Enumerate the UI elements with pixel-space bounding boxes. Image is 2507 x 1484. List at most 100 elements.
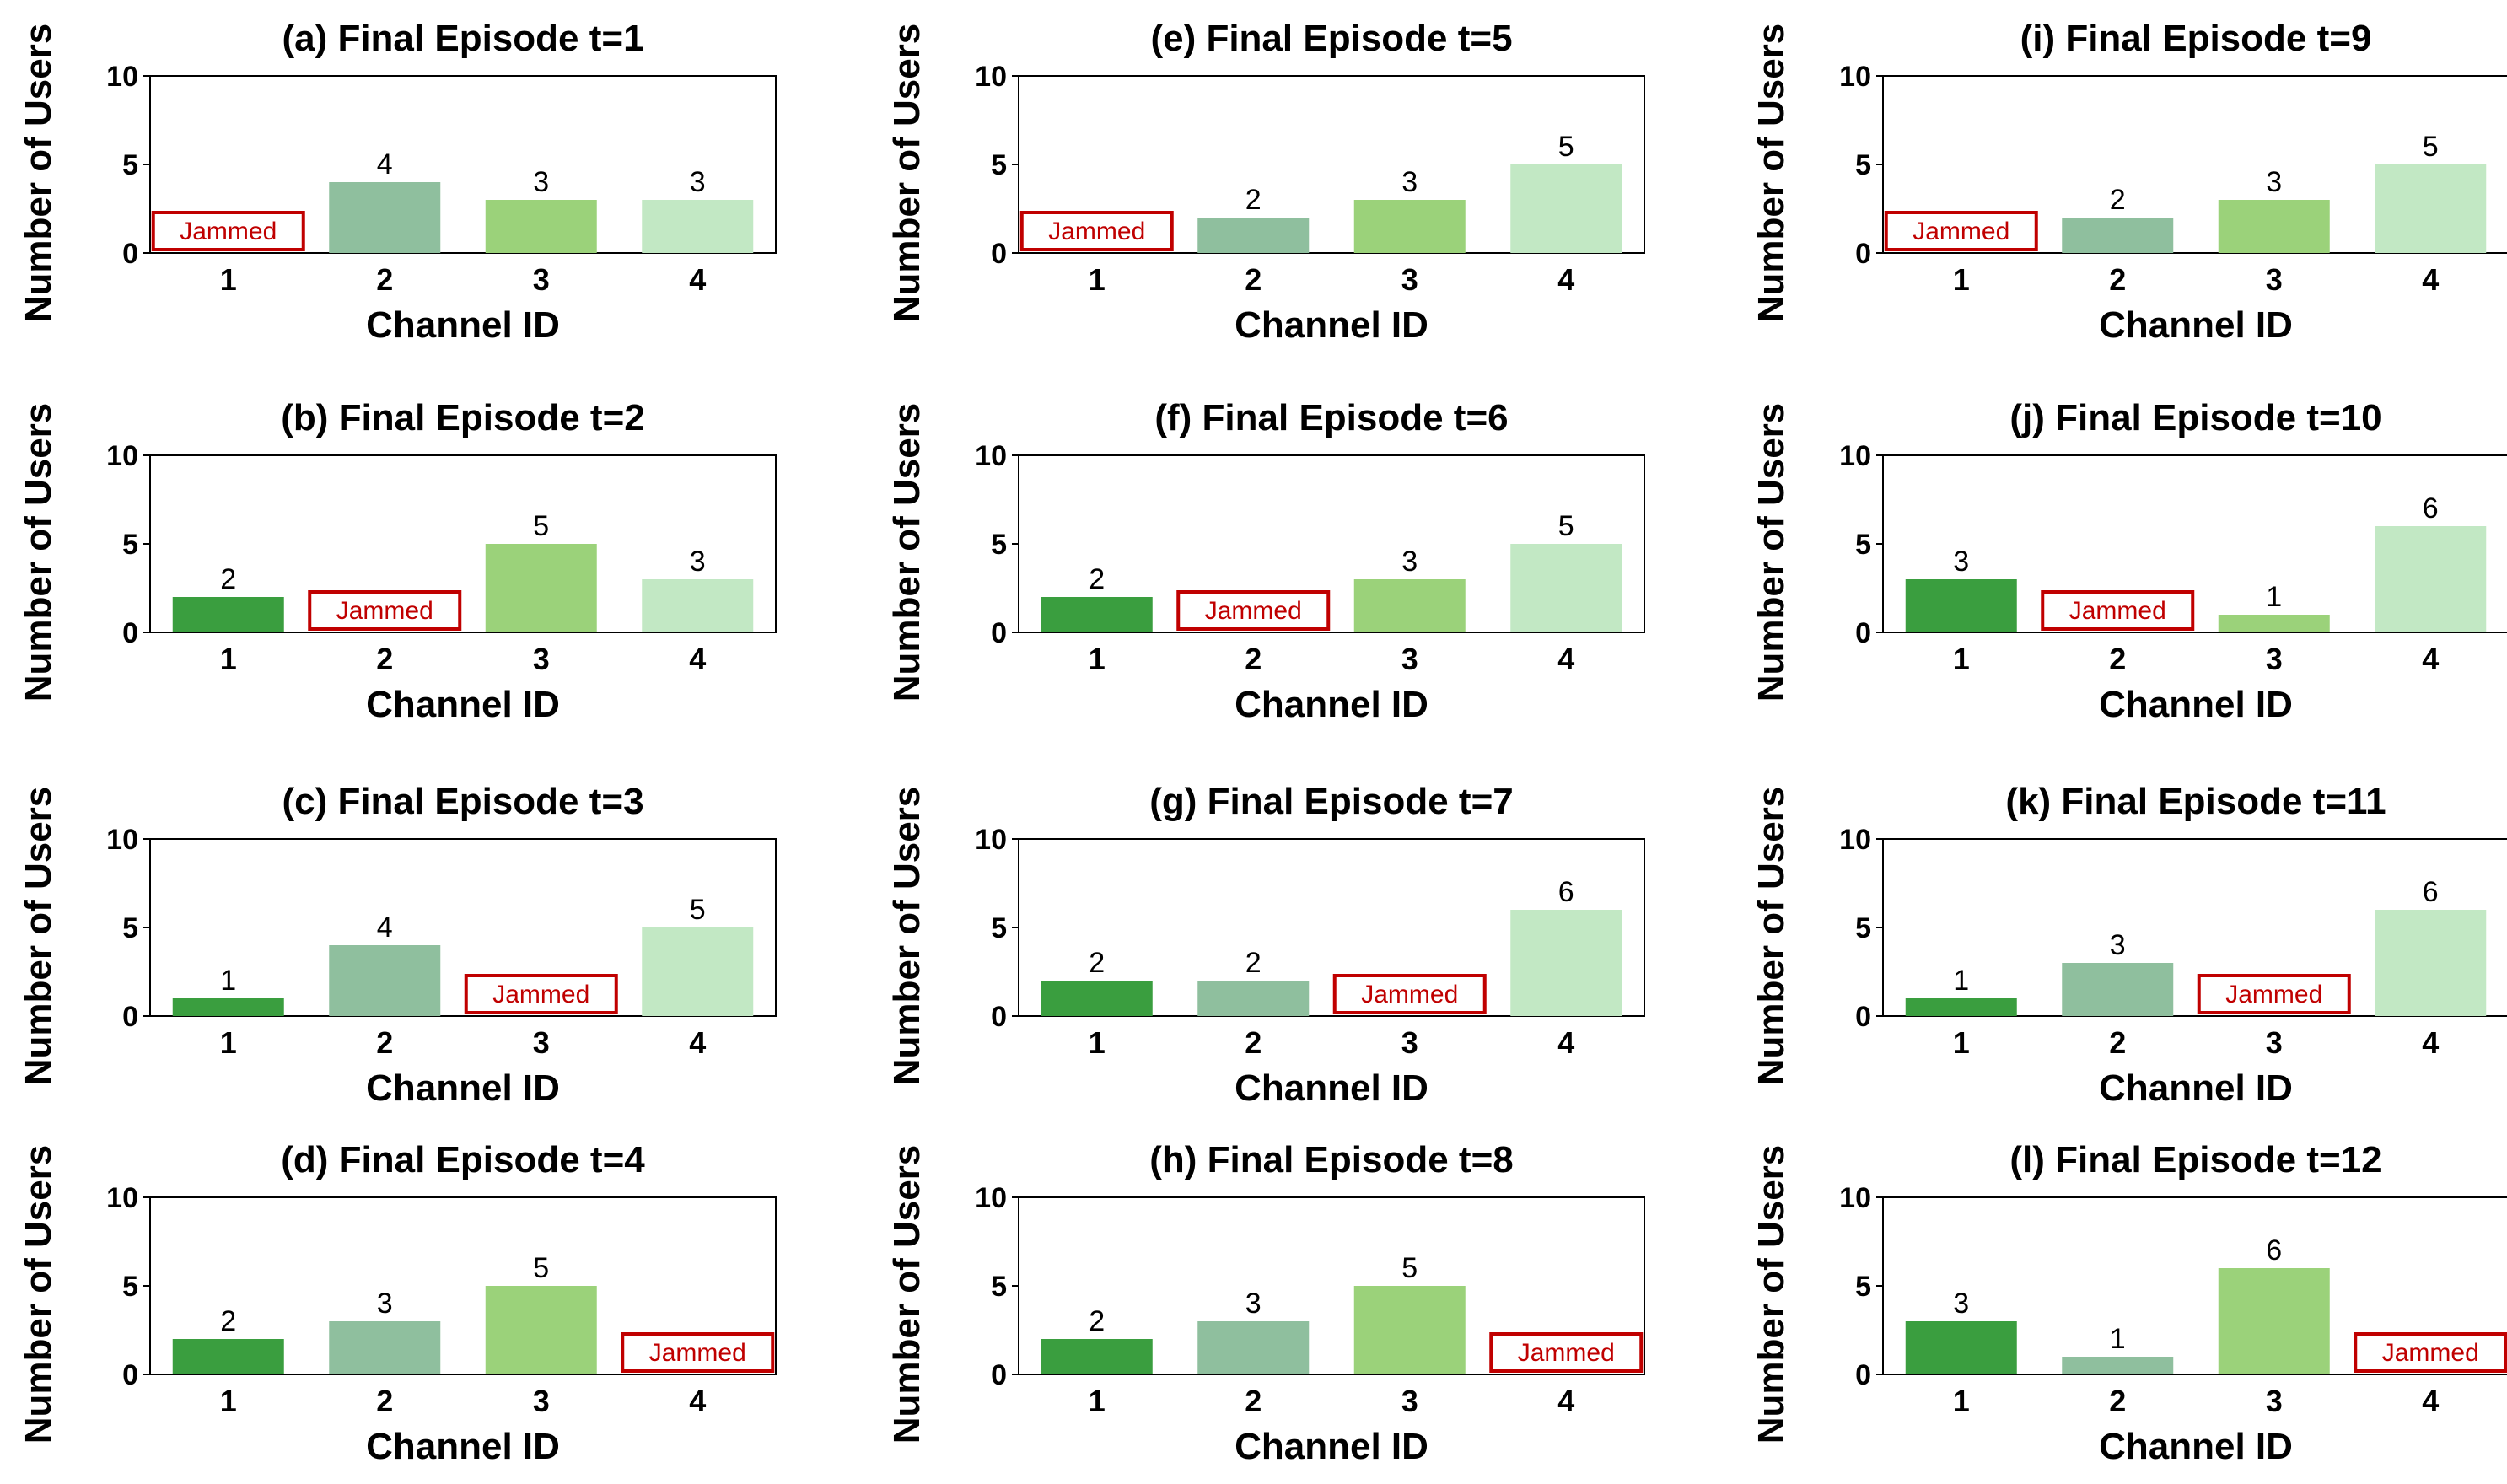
data-label: 1 (1953, 965, 1969, 997)
x-tick-label: 2 (2109, 1384, 2126, 1418)
x-tick-label: 1 (1953, 1025, 1970, 1060)
jammed-box (1489, 1332, 1644, 1373)
x-tick-label: 4 (689, 642, 706, 676)
data-label: 2 (1245, 184, 1262, 216)
jammed-box (621, 1332, 775, 1373)
jammed-box (308, 590, 462, 631)
jammed-label: Jammed (1048, 218, 1145, 245)
data-label: 5 (2423, 131, 2439, 163)
chart-panel-j: (j) Final Episode t=10 Number of Users 0 5 1… (1733, 379, 2507, 742)
bar-channel-1 (1041, 1339, 1153, 1374)
bar-chart-g: (g) Final Episode t=7 Number of Users 0 5 10… (886, 781, 1645, 1109)
data-label: 5 (1558, 131, 1574, 163)
chart-title: (f) Final Episode t=6 (1154, 397, 1508, 438)
y-tick-label: 0 (991, 1359, 1007, 1391)
y-tick-label: 5 (1855, 912, 1871, 944)
data-label: 5 (1401, 1252, 1418, 1284)
chart-title: (b) Final Episode t=2 (281, 397, 645, 438)
data-label: 6 (1558, 876, 1574, 908)
bar-channel-3 (485, 200, 597, 253)
bar-channel-1 (172, 998, 284, 1016)
chart-title: (e) Final Episode t=5 (1150, 18, 1512, 59)
bar-chart-l: (l) Final Episode t=12 Number of Users 0 5 1… (1751, 1139, 2507, 1467)
x-tick-label: 4 (1557, 1384, 1574, 1418)
y-tick-label: 5 (122, 1271, 138, 1303)
jammed-label: Jammed (2225, 981, 2322, 1008)
y-tick-label: 5 (1855, 529, 1871, 561)
x-axis-label: Channel ID (2099, 684, 2293, 725)
x-tick-label: 3 (2266, 642, 2283, 676)
x-tick-label: 4 (2422, 1025, 2439, 1060)
y-axis-label: Number of Users (886, 787, 928, 1086)
x-axis-label: Channel ID (2099, 304, 2293, 346)
chart-title: (i) Final Episode t=9 (2020, 18, 2372, 59)
y-tick-label: 10 (106, 61, 138, 93)
data-label: 2 (1089, 947, 1105, 979)
y-axis-label: Number of Users (886, 24, 928, 323)
chart-panel-e: (e) Final Episode t=5 Number of Users 0 5 10… (869, 0, 1712, 363)
chart-panel-l: (l) Final Episode t=12 Number of Users 0 5 1… (1733, 1121, 2507, 1484)
y-tick-label: 10 (1839, 440, 1871, 472)
data-label: 2 (1245, 947, 1262, 979)
y-tick-label: 10 (106, 824, 138, 856)
x-axis-label: Channel ID (366, 1426, 560, 1467)
jammed-box (151, 211, 305, 251)
x-tick-label: 1 (1953, 642, 1970, 676)
bar-chart-h: (h) Final Episode t=8 Number of Users 0 5 10… (886, 1139, 1645, 1467)
jammed-label: Jammed (492, 981, 589, 1008)
jammed-label: Jammed (1361, 981, 1458, 1008)
y-axis-label: Number of Users (1751, 403, 1792, 702)
chart-title: (k) Final Episode t=11 (2005, 781, 2386, 822)
x-tick-label: 1 (220, 262, 237, 297)
x-tick-label: 2 (1245, 642, 1262, 676)
bar-channel-1 (1041, 981, 1153, 1016)
jammed-label: Jammed (1205, 597, 1302, 625)
x-tick-label: 2 (2109, 642, 2126, 676)
bar-channel-2 (329, 182, 441, 253)
jammed-label: Jammed (336, 597, 433, 625)
bar-chart-a: (a) Final Episode t=1 Number of Users 0 5 10… (18, 18, 777, 346)
chart-title: (a) Final Episode t=1 (282, 18, 643, 59)
x-tick-label: 2 (376, 262, 393, 297)
y-axis-label: Number of Users (18, 403, 59, 702)
bar-channel-2 (2062, 218, 2174, 253)
y-tick-label: 10 (106, 440, 138, 472)
x-tick-label: 4 (689, 262, 706, 297)
y-tick-label: 0 (991, 617, 1007, 649)
bar-chart-c: (c) Final Episode t=3 Number of Users 0 5 10… (18, 781, 777, 1109)
x-tick-label: 2 (376, 1025, 393, 1060)
chart-title: (h) Final Episode t=8 (1149, 1139, 1514, 1180)
y-tick-label: 10 (1839, 61, 1871, 93)
bar-channel-4 (1510, 544, 1622, 632)
bar-channel-3 (2218, 615, 2330, 632)
x-tick-label: 3 (533, 1025, 550, 1060)
x-tick-label: 4 (689, 1025, 706, 1060)
bar-chart-j: (j) Final Episode t=10 Number of Users 0 5 1… (1751, 397, 2507, 725)
x-tick-label: 4 (2422, 642, 2439, 676)
data-label: 2 (1089, 563, 1105, 595)
data-label: 1 (220, 965, 236, 997)
x-tick-label: 4 (2422, 1384, 2439, 1418)
x-tick-label: 3 (1401, 642, 1418, 676)
jammed-label: Jammed (649, 1339, 746, 1367)
data-label: 4 (377, 911, 393, 944)
x-tick-label: 2 (1245, 262, 1262, 297)
x-tick-label: 1 (220, 1384, 237, 1418)
y-tick-label: 0 (122, 1001, 138, 1033)
data-label: 3 (2266, 166, 2282, 198)
x-tick-label: 2 (2109, 1025, 2126, 1060)
jammed-box (1019, 211, 1174, 251)
bar-channel-2 (329, 945, 441, 1016)
bar-channel-3 (485, 1286, 597, 1374)
bar-channel-2 (1197, 981, 1310, 1016)
x-tick-label: 1 (1953, 262, 1970, 297)
jammed-label: Jammed (2069, 597, 2166, 625)
x-tick-label: 4 (1557, 262, 1574, 297)
y-tick-label: 10 (975, 440, 1007, 472)
y-tick-label: 0 (1855, 1001, 1871, 1033)
y-tick-label: 0 (991, 238, 1007, 270)
y-tick-label: 0 (122, 617, 138, 649)
x-axis-label: Channel ID (2099, 1426, 2293, 1467)
y-tick-label: 0 (1855, 1359, 1871, 1391)
chart-panel-h: (h) Final Episode t=8 Number of Users 0 5 10… (869, 1121, 1712, 1484)
